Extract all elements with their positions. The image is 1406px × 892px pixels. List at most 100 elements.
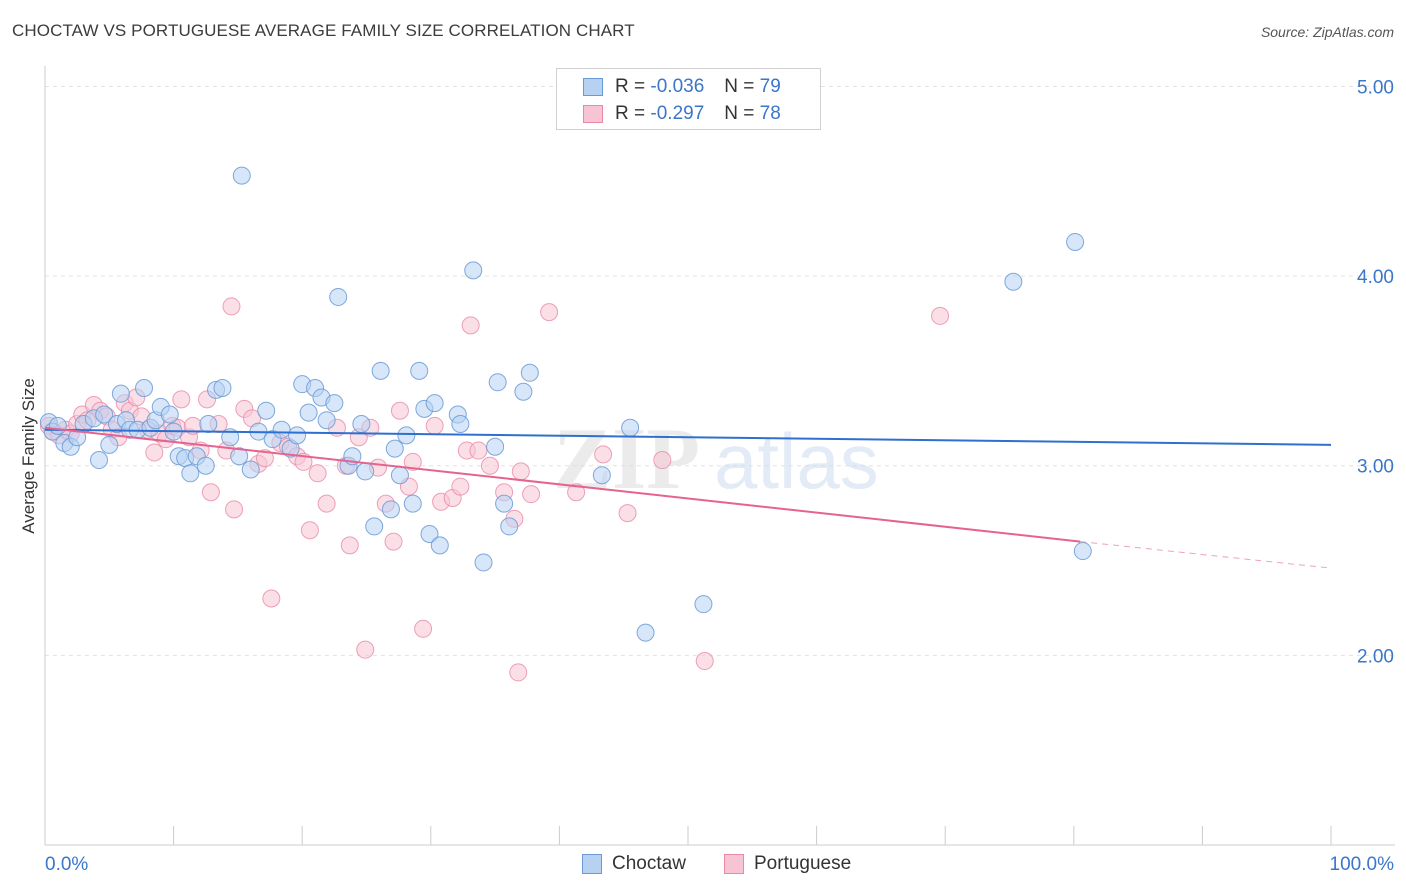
portuguese-point xyxy=(511,462,530,481)
y-tick-label: 2.00 xyxy=(1357,646,1394,667)
y-tick-labels: 2.00 3.00 4.00 5.00 xyxy=(1357,77,1394,667)
choctaw-point xyxy=(410,361,429,380)
choctaw-point xyxy=(403,494,422,513)
choctaw-point xyxy=(317,411,336,430)
choctaw-point xyxy=(464,261,483,280)
portuguese-point xyxy=(594,445,613,464)
choctaw-point xyxy=(111,384,130,403)
portuguese-point xyxy=(480,456,499,475)
choctaw-point xyxy=(371,361,390,380)
choctaw-point xyxy=(397,426,416,445)
choctaw-point xyxy=(1073,542,1092,561)
portuguese-point xyxy=(340,536,359,555)
source-label: Source: ZipAtlas.com xyxy=(1260,24,1394,40)
r-label: R = xyxy=(615,76,646,97)
portuguese-point xyxy=(425,416,444,435)
y-tick-label: 4.00 xyxy=(1357,267,1394,288)
portuguese-point xyxy=(225,500,244,519)
portuguese-point xyxy=(255,449,274,468)
choctaw-point xyxy=(1066,232,1085,251)
choctaw-point xyxy=(356,462,375,481)
choctaw-legend-swatch xyxy=(582,854,602,874)
choctaw-point xyxy=(592,466,611,485)
choctaw-point xyxy=(135,378,154,397)
axes xyxy=(44,66,1395,846)
x-tick-label: 0.0% xyxy=(45,854,88,875)
x-tick-labels: 0.0% 100.0% xyxy=(45,854,1394,875)
choctaw-point xyxy=(1004,272,1023,291)
portuguese-point xyxy=(390,401,409,420)
x-tick-label: 100.0% xyxy=(1330,854,1395,875)
portuguese-point xyxy=(451,477,470,496)
r-label: R = xyxy=(615,103,646,124)
portuguese-point xyxy=(509,663,528,682)
choctaw-point xyxy=(488,373,507,392)
portuguese-point xyxy=(540,303,559,322)
portuguese-point xyxy=(317,494,336,513)
choctaw-point xyxy=(621,418,640,437)
portuguese-swatch xyxy=(583,105,603,123)
choctaw-point xyxy=(420,524,439,543)
choctaw-point xyxy=(486,437,505,456)
choctaw-point xyxy=(514,382,533,401)
portuguese-trend-line xyxy=(44,426,1081,543)
watermark-atlas: atlas xyxy=(714,417,879,505)
choctaw-point xyxy=(495,494,514,513)
portuguese-point xyxy=(172,390,191,409)
choctaw-point xyxy=(385,439,404,458)
y-tick-label: 5.00 xyxy=(1357,77,1394,98)
portuguese-point xyxy=(695,652,714,671)
trend-lines xyxy=(44,426,1332,569)
portuguese-point xyxy=(618,504,637,523)
legend-item-portuguese: Portuguese xyxy=(724,851,851,877)
r-value: -0.297 xyxy=(650,103,705,124)
portuguese-point xyxy=(653,451,672,470)
r-value: -0.036 xyxy=(650,76,705,97)
choctaw-point xyxy=(636,623,655,642)
choctaw-swatch xyxy=(583,78,603,96)
choctaw-point xyxy=(95,405,114,424)
choctaw-point xyxy=(500,517,519,536)
portuguese-point xyxy=(145,443,164,462)
legend-item-choctaw: Choctaw xyxy=(582,851,686,877)
portuguese-point xyxy=(414,619,433,638)
stats-legend: R = -0.036 N = 79 R = -0.297 N = 78 xyxy=(556,68,821,130)
choctaw-point xyxy=(430,536,449,555)
choctaw-point xyxy=(272,420,291,439)
legend-label-choctaw: Choctaw xyxy=(612,853,686,874)
portuguese-point xyxy=(222,297,241,316)
choctaw-point xyxy=(451,415,470,434)
legend-row-portuguese: R = -0.297 N = 78 xyxy=(583,103,781,125)
choctaw-trend-line xyxy=(44,428,1332,446)
y-axis-label: Average Family Size xyxy=(19,378,38,534)
choctaw-point xyxy=(90,451,109,470)
choctaw-point xyxy=(381,500,400,519)
portuguese-point xyxy=(461,316,480,335)
choctaw-point xyxy=(232,166,251,185)
choctaw-point xyxy=(520,363,539,382)
choctaw-point xyxy=(160,405,179,424)
choctaw-point xyxy=(181,464,200,483)
choctaw-point xyxy=(48,416,67,435)
choctaw-point xyxy=(230,447,249,466)
portuguese-point xyxy=(262,589,281,608)
portuguese-point xyxy=(308,464,327,483)
choctaw-point xyxy=(390,466,409,485)
chart-title: CHOCTAW VS PORTUGUESE AVERAGE FAMILY SIZ… xyxy=(12,21,635,40)
portuguese-legend-swatch xyxy=(724,854,744,874)
portuguese-point xyxy=(522,485,541,504)
choctaw-point xyxy=(352,415,371,434)
choctaw-point xyxy=(199,415,218,434)
choctaw-point xyxy=(325,394,344,413)
choctaw-point xyxy=(365,517,384,536)
choctaw-point xyxy=(241,460,260,479)
n-label: N = xyxy=(724,76,755,97)
choctaw-point xyxy=(221,428,240,447)
portuguese-point xyxy=(469,441,488,460)
choctaw-point xyxy=(329,287,348,306)
choctaw-point xyxy=(196,456,215,475)
choctaw-point xyxy=(474,553,493,572)
choctaw-point xyxy=(288,426,307,445)
portuguese-point xyxy=(201,483,220,502)
